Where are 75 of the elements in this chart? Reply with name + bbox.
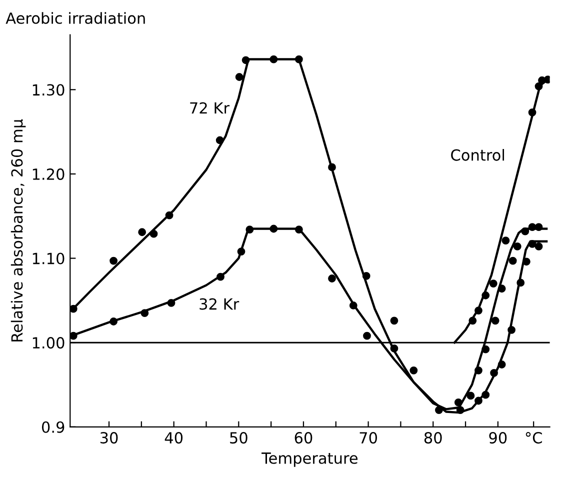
point [110,318,118,326]
point [237,248,246,256]
point [474,306,482,314]
point [474,366,482,374]
point [498,284,506,293]
point [294,55,303,64]
point [534,82,543,90]
point [534,223,543,232]
point [454,398,462,406]
point [294,226,303,234]
point [70,304,78,313]
point [516,278,525,287]
point [328,163,336,172]
point [150,230,158,238]
y-tick-label: 0.9 [42,421,64,433]
point [489,280,498,288]
point [410,366,418,374]
point [482,291,490,300]
point [434,406,443,414]
point [390,344,398,352]
x-tick-label: °C [526,432,542,444]
point [522,258,530,266]
point [466,392,475,400]
point [490,368,498,377]
point [328,274,336,282]
x-tick-label: 80 [424,432,442,444]
x-tick-label: 30 [100,432,118,444]
chart-title: Aerobic irradiation [6,12,145,24]
point [246,226,254,234]
point [528,223,536,232]
series-label: Control [451,148,504,161]
point [140,309,149,318]
point [138,228,146,236]
point [521,227,530,236]
x-axis-title: Temperature [262,452,358,467]
point [468,316,477,325]
point [167,299,176,307]
point [534,242,543,250]
x-tick-label: 60 [294,432,312,444]
point [235,73,244,81]
point [70,332,78,340]
y-tick-label: 1.20 [32,168,64,180]
point [270,224,278,233]
point [349,302,358,310]
series-label: 32 Kr [200,298,240,310]
point [242,56,250,64]
point [362,272,370,280]
point [363,332,371,340]
point [216,272,224,281]
point [482,345,490,354]
y-axis-title: Relative absorbance, 260 mμ [10,119,26,342]
x-tick-label: 50 [230,432,248,444]
point [482,390,490,399]
point [528,108,536,116]
point [502,236,510,245]
point [474,396,482,405]
point [270,55,278,64]
point [528,240,536,248]
x-tick-label: 40 [164,432,183,444]
y-tick-label: 1.10 [32,252,64,264]
point [390,316,398,325]
point [498,360,506,368]
point [508,256,517,265]
y-tick-label: 1.00 [32,337,64,349]
point [491,316,500,325]
point [216,136,224,144]
x-tick-label: 90 [489,432,507,444]
point [513,242,522,250]
y-tick-label: 1.30 [32,84,64,96]
point [508,326,516,334]
series-label: 72 Kr [190,102,230,114]
point [110,256,118,265]
x-tick-label: 70 [360,432,377,444]
point [456,406,464,414]
point [165,211,174,220]
